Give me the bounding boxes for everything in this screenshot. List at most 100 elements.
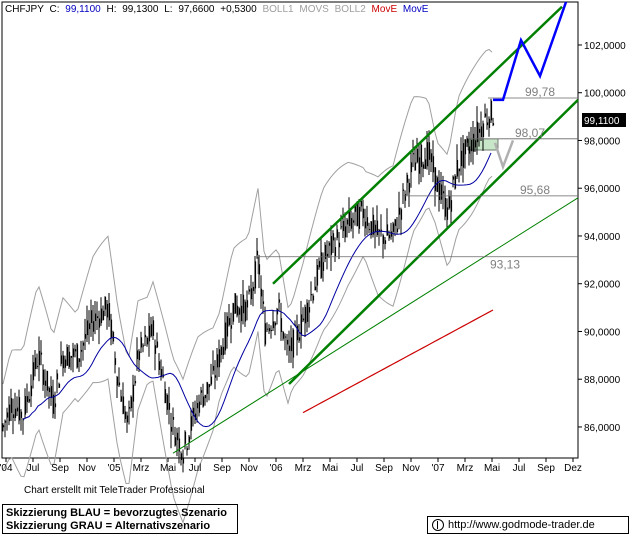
candle-body	[24, 396, 27, 415]
candle-body	[320, 252, 323, 278]
candle-body	[148, 325, 151, 342]
candle-body	[228, 318, 231, 325]
candle-body	[450, 200, 453, 212]
candle-body	[76, 344, 79, 368]
candle-body	[388, 234, 391, 239]
moving-average-red	[302, 309, 494, 414]
level-label: 93,13	[490, 258, 520, 272]
candle-body	[296, 325, 299, 341]
y-tick-label: 98,0000	[584, 136, 621, 147]
candle-body	[280, 318, 283, 333]
candle-body	[332, 233, 335, 241]
legend-boll1: BOLL1	[262, 4, 294, 15]
candle-body	[66, 347, 69, 366]
candle-body	[106, 303, 109, 318]
candle-body	[52, 394, 55, 414]
candle-body	[96, 316, 99, 318]
candle-body	[478, 128, 481, 133]
candle-body	[86, 320, 89, 336]
candle-body	[4, 420, 7, 423]
candle-body	[176, 432, 179, 441]
y-tick-label: 94,0000	[584, 232, 621, 243]
candle-body	[346, 219, 349, 225]
candle-body	[34, 357, 37, 370]
candle-body	[74, 349, 77, 352]
candle-body	[242, 294, 245, 314]
x-tick-label: Jul	[513, 463, 526, 474]
candle-body	[146, 337, 149, 345]
source-link[interactable]: http://www.godmode-trader.de	[427, 516, 629, 534]
candle-body	[110, 319, 113, 339]
candle-body	[328, 242, 331, 246]
symbol: CHFJPY	[5, 4, 44, 15]
candle-body	[470, 139, 473, 152]
low-label: L:	[164, 4, 172, 15]
channel-upper-line	[272, 5, 563, 285]
candle-body	[246, 300, 249, 308]
candle-body	[408, 183, 411, 193]
candle-body	[262, 301, 265, 304]
candle-body	[50, 386, 53, 398]
candle-body	[134, 381, 137, 384]
candle-body	[452, 176, 455, 180]
candle-body	[344, 226, 347, 238]
bollinger-upper	[2, 48, 493, 385]
trend-lines	[172, 5, 579, 454]
candle-body	[440, 184, 443, 200]
candle-body	[54, 403, 57, 408]
candle-body	[486, 122, 489, 126]
candle-body	[114, 358, 117, 365]
candle-body	[414, 162, 417, 171]
candle-body	[62, 355, 65, 369]
candle-body	[256, 250, 259, 256]
x-tick-label: Nov	[78, 463, 96, 474]
candle-body	[422, 164, 425, 169]
candle-body	[26, 396, 29, 402]
candle-body	[80, 349, 83, 352]
candle-body	[342, 220, 345, 232]
y-tick-label: 90,0000	[584, 327, 621, 338]
candle-body	[144, 334, 147, 338]
candle-body	[254, 261, 257, 289]
candle-body	[222, 346, 225, 356]
candle-body	[250, 288, 253, 300]
candle-body	[402, 189, 405, 191]
candle-body	[150, 324, 153, 337]
candle-body	[322, 262, 325, 271]
x-tick-label: Mrz	[457, 463, 474, 474]
candle-body	[404, 194, 407, 201]
candle-body	[324, 244, 327, 259]
candle-body	[372, 214, 375, 235]
long-trend-line	[172, 197, 579, 454]
candle-body	[352, 220, 355, 223]
candle-body	[252, 286, 255, 291]
candle-body	[160, 369, 163, 378]
moving-averages	[22, 152, 494, 428]
candle-body	[206, 382, 209, 394]
close-label: C:	[50, 4, 60, 15]
candle-body	[226, 316, 229, 337]
x-tick-label: '04	[0, 463, 13, 474]
candle-body	[362, 208, 365, 219]
candle-body	[366, 217, 369, 226]
candle-body	[386, 224, 389, 236]
legend-movs: MOVS	[299, 4, 329, 15]
candle-body	[316, 265, 319, 286]
candle-body	[90, 310, 93, 324]
candle-body	[308, 307, 311, 313]
svg-text:CHFJPY C: 99,1100: CHFJPY C: 99,1100 H: 99,1300 L: 97,6600 …	[5, 4, 429, 15]
candle-body	[94, 313, 97, 322]
candle-body	[312, 295, 315, 301]
candle-body	[190, 416, 193, 431]
source-url: http://www.godmode-trader.de	[448, 519, 595, 531]
candle-body	[466, 138, 469, 143]
candle-body	[102, 310, 105, 321]
x-tick-label: Sep	[213, 463, 231, 474]
candle-body	[28, 399, 31, 402]
candle-body	[230, 325, 233, 329]
legend-move-blue: MovE	[403, 4, 429, 15]
candle-body	[424, 159, 427, 169]
candle-body	[290, 337, 293, 352]
x-tick-label: Nov	[402, 463, 420, 474]
candle-body	[168, 402, 171, 410]
